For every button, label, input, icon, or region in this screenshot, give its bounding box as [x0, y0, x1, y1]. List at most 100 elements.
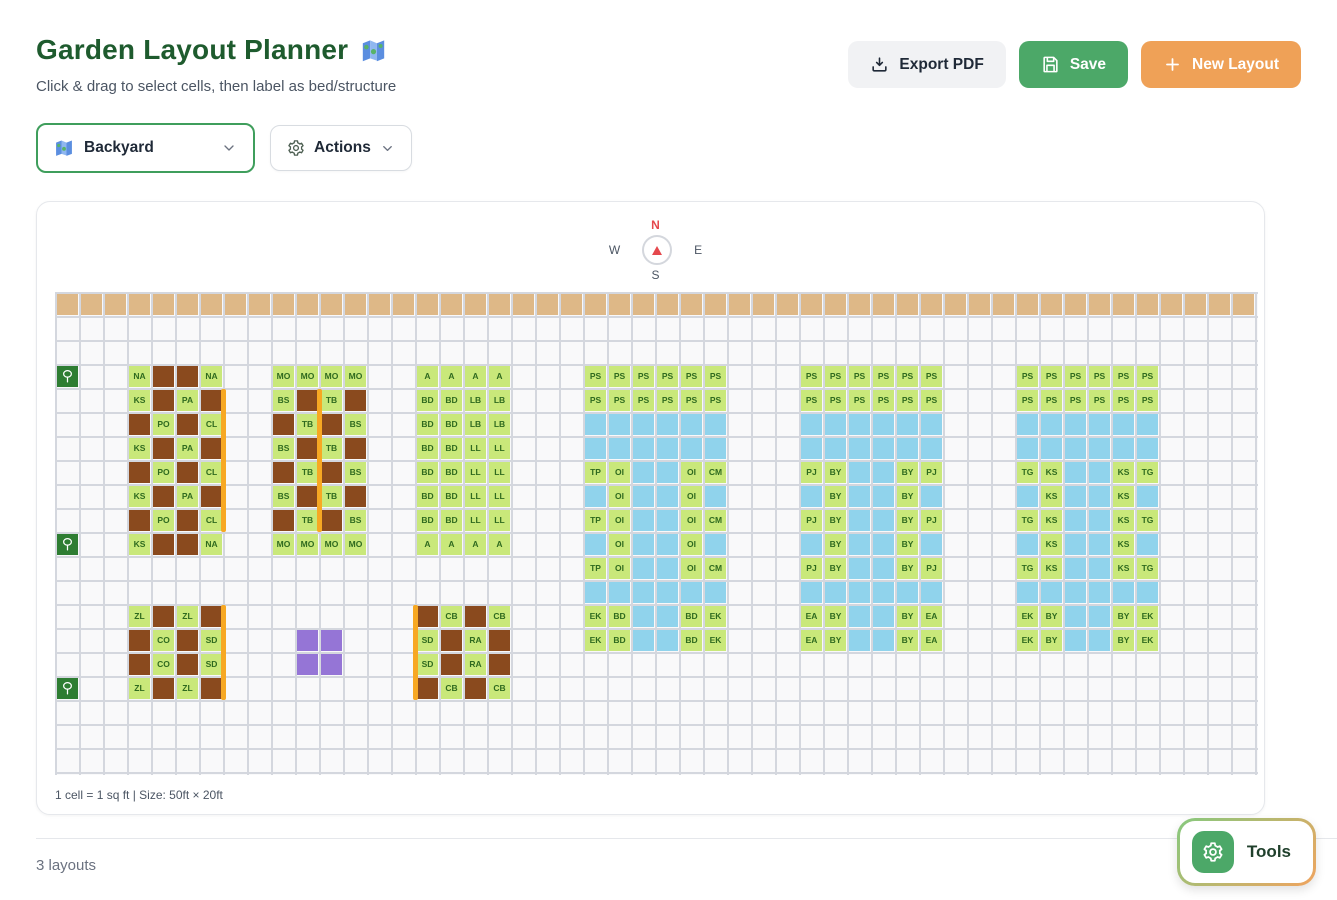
- grid-cell[interactable]: [321, 414, 342, 435]
- grid-cell[interactable]: BD: [417, 462, 438, 483]
- grid-cell[interactable]: [705, 582, 726, 603]
- grid-cell[interactable]: OI: [609, 534, 630, 555]
- grid-cell[interactable]: [681, 438, 702, 459]
- grid-cell[interactable]: BS: [273, 390, 294, 411]
- grid-cell[interactable]: KS: [1113, 558, 1134, 579]
- grid-cell[interactable]: NA: [129, 366, 150, 387]
- grid-cell[interactable]: PA: [177, 390, 198, 411]
- grid-cell[interactable]: EK: [1017, 606, 1038, 627]
- grid-cell[interactable]: [177, 630, 198, 651]
- grid-cell[interactable]: [1065, 414, 1086, 435]
- grid-cell[interactable]: [873, 294, 894, 315]
- grid-cell[interactable]: [1161, 294, 1182, 315]
- tree-cell[interactable]: [57, 534, 78, 555]
- grid-cell[interactable]: BD: [609, 606, 630, 627]
- grid-cell[interactable]: KS: [1041, 534, 1062, 555]
- grid-cell[interactable]: PS: [825, 366, 846, 387]
- grid-cell[interactable]: [849, 294, 870, 315]
- grid-cell[interactable]: BD: [417, 510, 438, 531]
- grid-cell[interactable]: BD: [441, 438, 462, 459]
- grid-cell[interactable]: [153, 606, 174, 627]
- grid-cell[interactable]: SD: [417, 630, 438, 651]
- grid-cell[interactable]: EK: [1017, 630, 1038, 651]
- grid-cell[interactable]: [849, 582, 870, 603]
- grid-cell[interactable]: RA: [465, 630, 486, 651]
- grid-cell[interactable]: [681, 294, 702, 315]
- grid-cell[interactable]: [1089, 582, 1110, 603]
- grid-cell[interactable]: [657, 462, 678, 483]
- grid-cell[interactable]: [849, 630, 870, 651]
- grid-cell[interactable]: PJ: [801, 558, 822, 579]
- grid-cell[interactable]: BS: [345, 510, 366, 531]
- grid-cell[interactable]: TB: [321, 486, 342, 507]
- grid-cell[interactable]: PS: [1113, 366, 1134, 387]
- grid-cell[interactable]: ZL: [177, 678, 198, 699]
- grid-cell[interactable]: [1065, 438, 1086, 459]
- grid-cell[interactable]: [945, 294, 966, 315]
- grid-cell[interactable]: OI: [609, 462, 630, 483]
- grid-cell[interactable]: LB: [489, 390, 510, 411]
- grid-cell[interactable]: [153, 390, 174, 411]
- grid-cell[interactable]: [921, 534, 942, 555]
- grid-cell[interactable]: BY: [897, 558, 918, 579]
- grid-cell[interactable]: PO: [153, 462, 174, 483]
- grid-cell[interactable]: PS: [849, 390, 870, 411]
- grid-cell[interactable]: A: [417, 534, 438, 555]
- grid-cell[interactable]: EA: [801, 606, 822, 627]
- grid-cell[interactable]: BD: [441, 390, 462, 411]
- grid-cell[interactable]: PJ: [921, 558, 942, 579]
- grid-cell[interactable]: [1137, 486, 1158, 507]
- grid-cell[interactable]: BY: [825, 558, 846, 579]
- grid-cell[interactable]: MO: [321, 366, 342, 387]
- grid-cell[interactable]: [609, 582, 630, 603]
- grid-cell[interactable]: PS: [873, 366, 894, 387]
- grid-cell[interactable]: CB: [489, 606, 510, 627]
- grid-cell[interactable]: CO: [153, 630, 174, 651]
- export-pdf-button[interactable]: Export PDF: [848, 41, 1006, 88]
- grid-cell[interactable]: BD: [681, 630, 702, 651]
- grid-cell[interactable]: [1065, 486, 1086, 507]
- grid-cell[interactable]: NA: [201, 366, 222, 387]
- grid-cell[interactable]: [657, 558, 678, 579]
- grid-cell[interactable]: ZL: [129, 606, 150, 627]
- grid-cell[interactable]: [153, 678, 174, 699]
- grid-cell[interactable]: [873, 534, 894, 555]
- grid-cell[interactable]: [585, 438, 606, 459]
- grid-cell[interactable]: [345, 390, 366, 411]
- grid-cell[interactable]: [993, 294, 1014, 315]
- grid-cell[interactable]: [729, 294, 750, 315]
- grid-cell[interactable]: [1065, 582, 1086, 603]
- grid-cell[interactable]: BY: [825, 510, 846, 531]
- grid-cell[interactable]: BY: [897, 630, 918, 651]
- grid-cell[interactable]: [801, 582, 822, 603]
- grid-cell[interactable]: TB: [297, 414, 318, 435]
- grid-cell[interactable]: BD: [417, 486, 438, 507]
- grid-cell[interactable]: [465, 606, 486, 627]
- grid-cell[interactable]: EK: [1137, 630, 1158, 651]
- grid-cell[interactable]: OI: [681, 462, 702, 483]
- grid-cell[interactable]: [201, 606, 222, 627]
- grid-cell[interactable]: [129, 630, 150, 651]
- grid-cell[interactable]: [297, 294, 318, 315]
- grid-cell[interactable]: PO: [153, 510, 174, 531]
- grid-cell[interactable]: NA: [201, 534, 222, 555]
- grid-cell[interactable]: [1113, 438, 1134, 459]
- grid-cell[interactable]: PS: [921, 390, 942, 411]
- structure-strip[interactable]: [317, 389, 322, 532]
- grid-cell[interactable]: [1017, 534, 1038, 555]
- grid-cell[interactable]: [1041, 414, 1062, 435]
- grid-cell[interactable]: [657, 582, 678, 603]
- grid-cell[interactable]: PS: [681, 390, 702, 411]
- grid-cell[interactable]: [345, 294, 366, 315]
- grid-cell[interactable]: [633, 462, 654, 483]
- grid-cell[interactable]: LB: [465, 414, 486, 435]
- grid-cell[interactable]: A: [465, 366, 486, 387]
- grid-cell[interactable]: TB: [297, 462, 318, 483]
- grid-cell[interactable]: [657, 630, 678, 651]
- grid-cell[interactable]: MO: [345, 366, 366, 387]
- grid-cell[interactable]: [897, 582, 918, 603]
- grid-cell[interactable]: [1065, 294, 1086, 315]
- grid-cell[interactable]: [273, 462, 294, 483]
- grid-cell[interactable]: TP: [585, 558, 606, 579]
- grid-cell[interactable]: TG: [1017, 510, 1038, 531]
